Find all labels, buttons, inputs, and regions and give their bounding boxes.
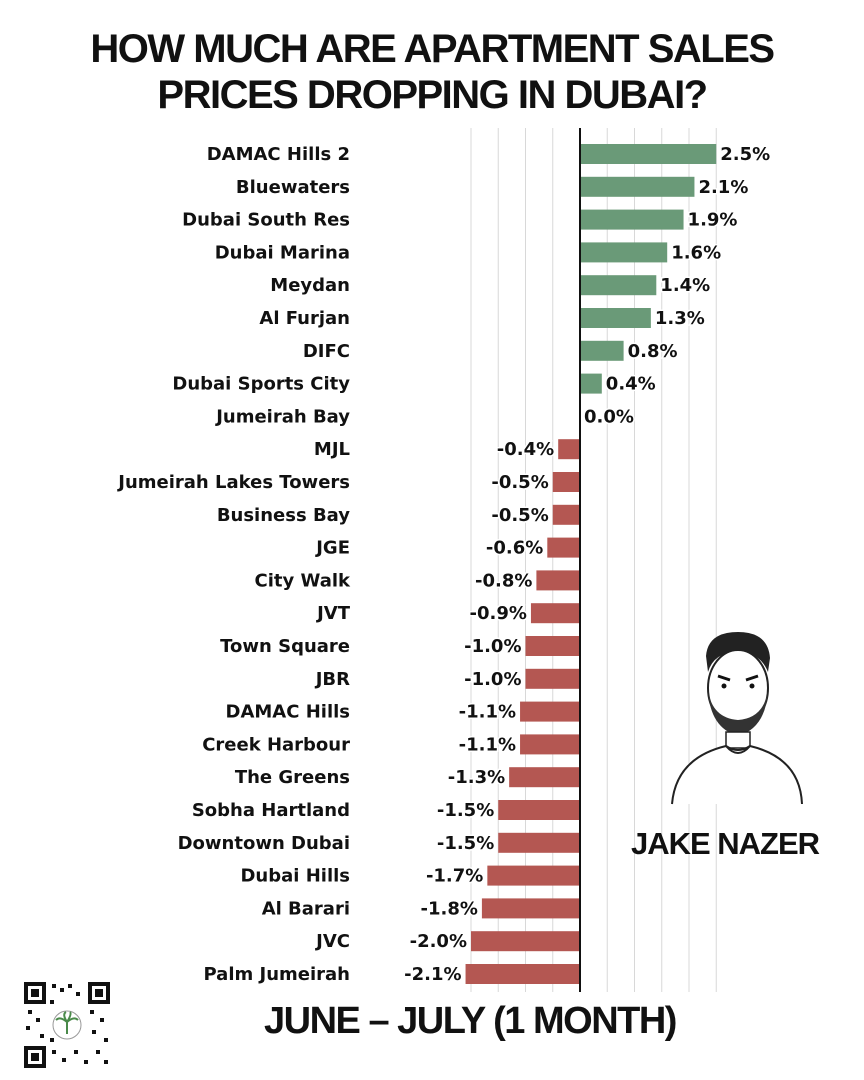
- data-label: -1.5%: [437, 800, 494, 821]
- bar: [580, 275, 657, 296]
- category-label: Creek Harbour: [202, 734, 350, 755]
- bar: [520, 734, 580, 755]
- bar: [481, 898, 580, 919]
- bar: [525, 668, 580, 689]
- category-label: Dubai Marina: [215, 242, 350, 263]
- category-label: Al Barari: [262, 898, 350, 919]
- data-label: -0.9%: [470, 603, 527, 624]
- title-line-1: HOW MUCH ARE APARTMENT SALES: [90, 27, 775, 71]
- category-label: Dubai South Res: [182, 210, 350, 231]
- category-label: DAMAC Hills 2: [207, 144, 350, 165]
- bar: [471, 931, 580, 952]
- data-label: -1.3%: [448, 767, 505, 788]
- category-label: The Greens: [235, 767, 350, 788]
- category-label: DIFC: [303, 341, 350, 362]
- category-label: Business Bay: [217, 505, 350, 526]
- bar: [487, 865, 580, 886]
- category-label: Dubai Sports City: [172, 374, 350, 395]
- category-label: Town Square: [220, 636, 350, 657]
- data-label: 1.9%: [688, 210, 738, 231]
- data-label: 2.1%: [698, 177, 748, 198]
- data-label: 1.6%: [671, 242, 721, 263]
- category-label: JGE: [314, 538, 350, 559]
- data-label: -1.0%: [464, 669, 521, 690]
- bar: [580, 308, 651, 328]
- category-label: Downtown Dubai: [178, 833, 350, 854]
- bar: [520, 701, 580, 722]
- bar: [552, 472, 580, 492]
- bar: [525, 636, 580, 656]
- author-portrait-icon: [671, 632, 803, 805]
- data-label: -0.5%: [491, 505, 548, 526]
- category-label: Jumeirah Lakes Towers: [116, 472, 350, 493]
- data-label: 1.3%: [655, 308, 705, 329]
- title-line-2: PRICES DROPPING IN DUBAI?: [157, 73, 708, 117]
- bar: [530, 603, 580, 624]
- data-label: -1.5%: [437, 833, 494, 854]
- data-label: -1.8%: [420, 898, 477, 919]
- data-label: -0.5%: [491, 472, 548, 493]
- data-label: 1.4%: [660, 275, 710, 296]
- category-label: DAMAC Hills: [226, 702, 350, 723]
- category-label: Al Furjan: [259, 308, 350, 329]
- bar: [547, 537, 580, 558]
- x-axis-label: JUNE – JULY (1 MONTH): [264, 1000, 677, 1042]
- category-label: Sobha Hartland: [192, 800, 350, 821]
- category-label: City Walk: [255, 570, 352, 591]
- qr-code-icon: [22, 980, 112, 1070]
- category-label: JVT: [315, 603, 351, 624]
- data-label: -0.6%: [486, 538, 543, 559]
- category-label: Meydan: [270, 275, 350, 296]
- author-name: JAKE NAZER: [630, 826, 820, 861]
- data-label: -2.0%: [410, 931, 467, 952]
- category-label: JBR: [314, 669, 350, 690]
- data-label: -1.7%: [426, 866, 483, 887]
- category-label: JVC: [314, 931, 350, 952]
- category-label: Dubai Hills: [240, 866, 350, 887]
- bar: [580, 209, 684, 230]
- bar: [465, 964, 580, 984]
- data-label: -1.0%: [464, 636, 521, 657]
- bar: [509, 767, 580, 788]
- data-label: 0.0%: [584, 406, 634, 427]
- category-label: Palm Jumeirah: [203, 964, 350, 985]
- category-label: Bluewaters: [236, 177, 350, 198]
- bar: [536, 570, 580, 591]
- chart-title: HOW MUCH ARE APARTMENT SALES PRICES DROP…: [0, 26, 864, 118]
- bar: [580, 176, 695, 197]
- data-label: -2.1%: [404, 964, 461, 985]
- bar: [498, 832, 580, 853]
- data-label: 2.5%: [720, 144, 770, 165]
- bar: [580, 373, 602, 394]
- data-label: -1.1%: [459, 734, 516, 755]
- category-label: Jumeirah Bay: [214, 406, 350, 427]
- bar: [580, 144, 717, 164]
- bar: [580, 340, 624, 361]
- bar: [552, 504, 580, 525]
- category-label: MJL: [314, 439, 350, 460]
- bar: [498, 800, 580, 820]
- data-label: -0.4%: [497, 439, 554, 460]
- data-label: 0.4%: [606, 374, 656, 395]
- bar: [580, 242, 668, 263]
- data-label: 0.8%: [628, 341, 678, 362]
- data-label: -1.1%: [459, 702, 516, 723]
- data-label: -0.8%: [475, 570, 532, 591]
- bar: [558, 439, 580, 460]
